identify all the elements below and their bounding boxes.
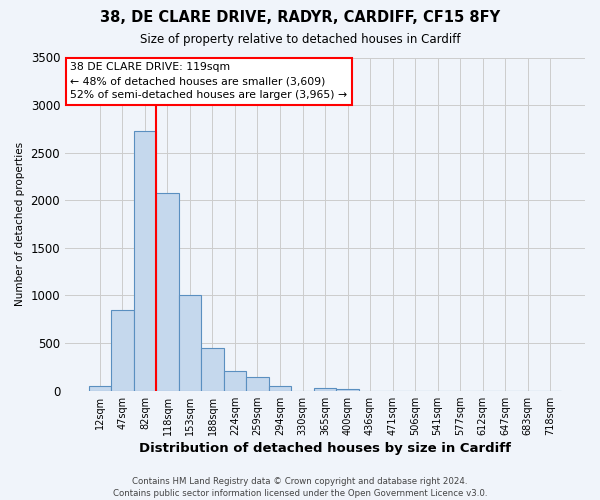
Bar xyxy=(111,310,134,390)
Y-axis label: Number of detached properties: Number of detached properties xyxy=(15,142,25,306)
Bar xyxy=(246,378,269,390)
Bar xyxy=(201,348,224,391)
Text: Contains HM Land Registry data © Crown copyright and database right 2024.
Contai: Contains HM Land Registry data © Crown c… xyxy=(113,476,487,498)
Bar xyxy=(269,386,291,390)
Bar xyxy=(336,389,359,390)
X-axis label: Distribution of detached houses by size in Cardiff: Distribution of detached houses by size … xyxy=(139,442,511,455)
Bar xyxy=(179,294,201,390)
Bar xyxy=(134,131,156,390)
Bar xyxy=(89,386,111,390)
Text: Size of property relative to detached houses in Cardiff: Size of property relative to detached ho… xyxy=(140,32,460,46)
Bar xyxy=(224,370,246,390)
Text: 38, DE CLARE DRIVE, RADYR, CARDIFF, CF15 8FY: 38, DE CLARE DRIVE, RADYR, CARDIFF, CF15… xyxy=(100,10,500,25)
Bar xyxy=(156,192,179,390)
Text: 38 DE CLARE DRIVE: 119sqm
← 48% of detached houses are smaller (3,609)
52% of se: 38 DE CLARE DRIVE: 119sqm ← 48% of detac… xyxy=(70,62,347,100)
Bar xyxy=(314,388,336,390)
